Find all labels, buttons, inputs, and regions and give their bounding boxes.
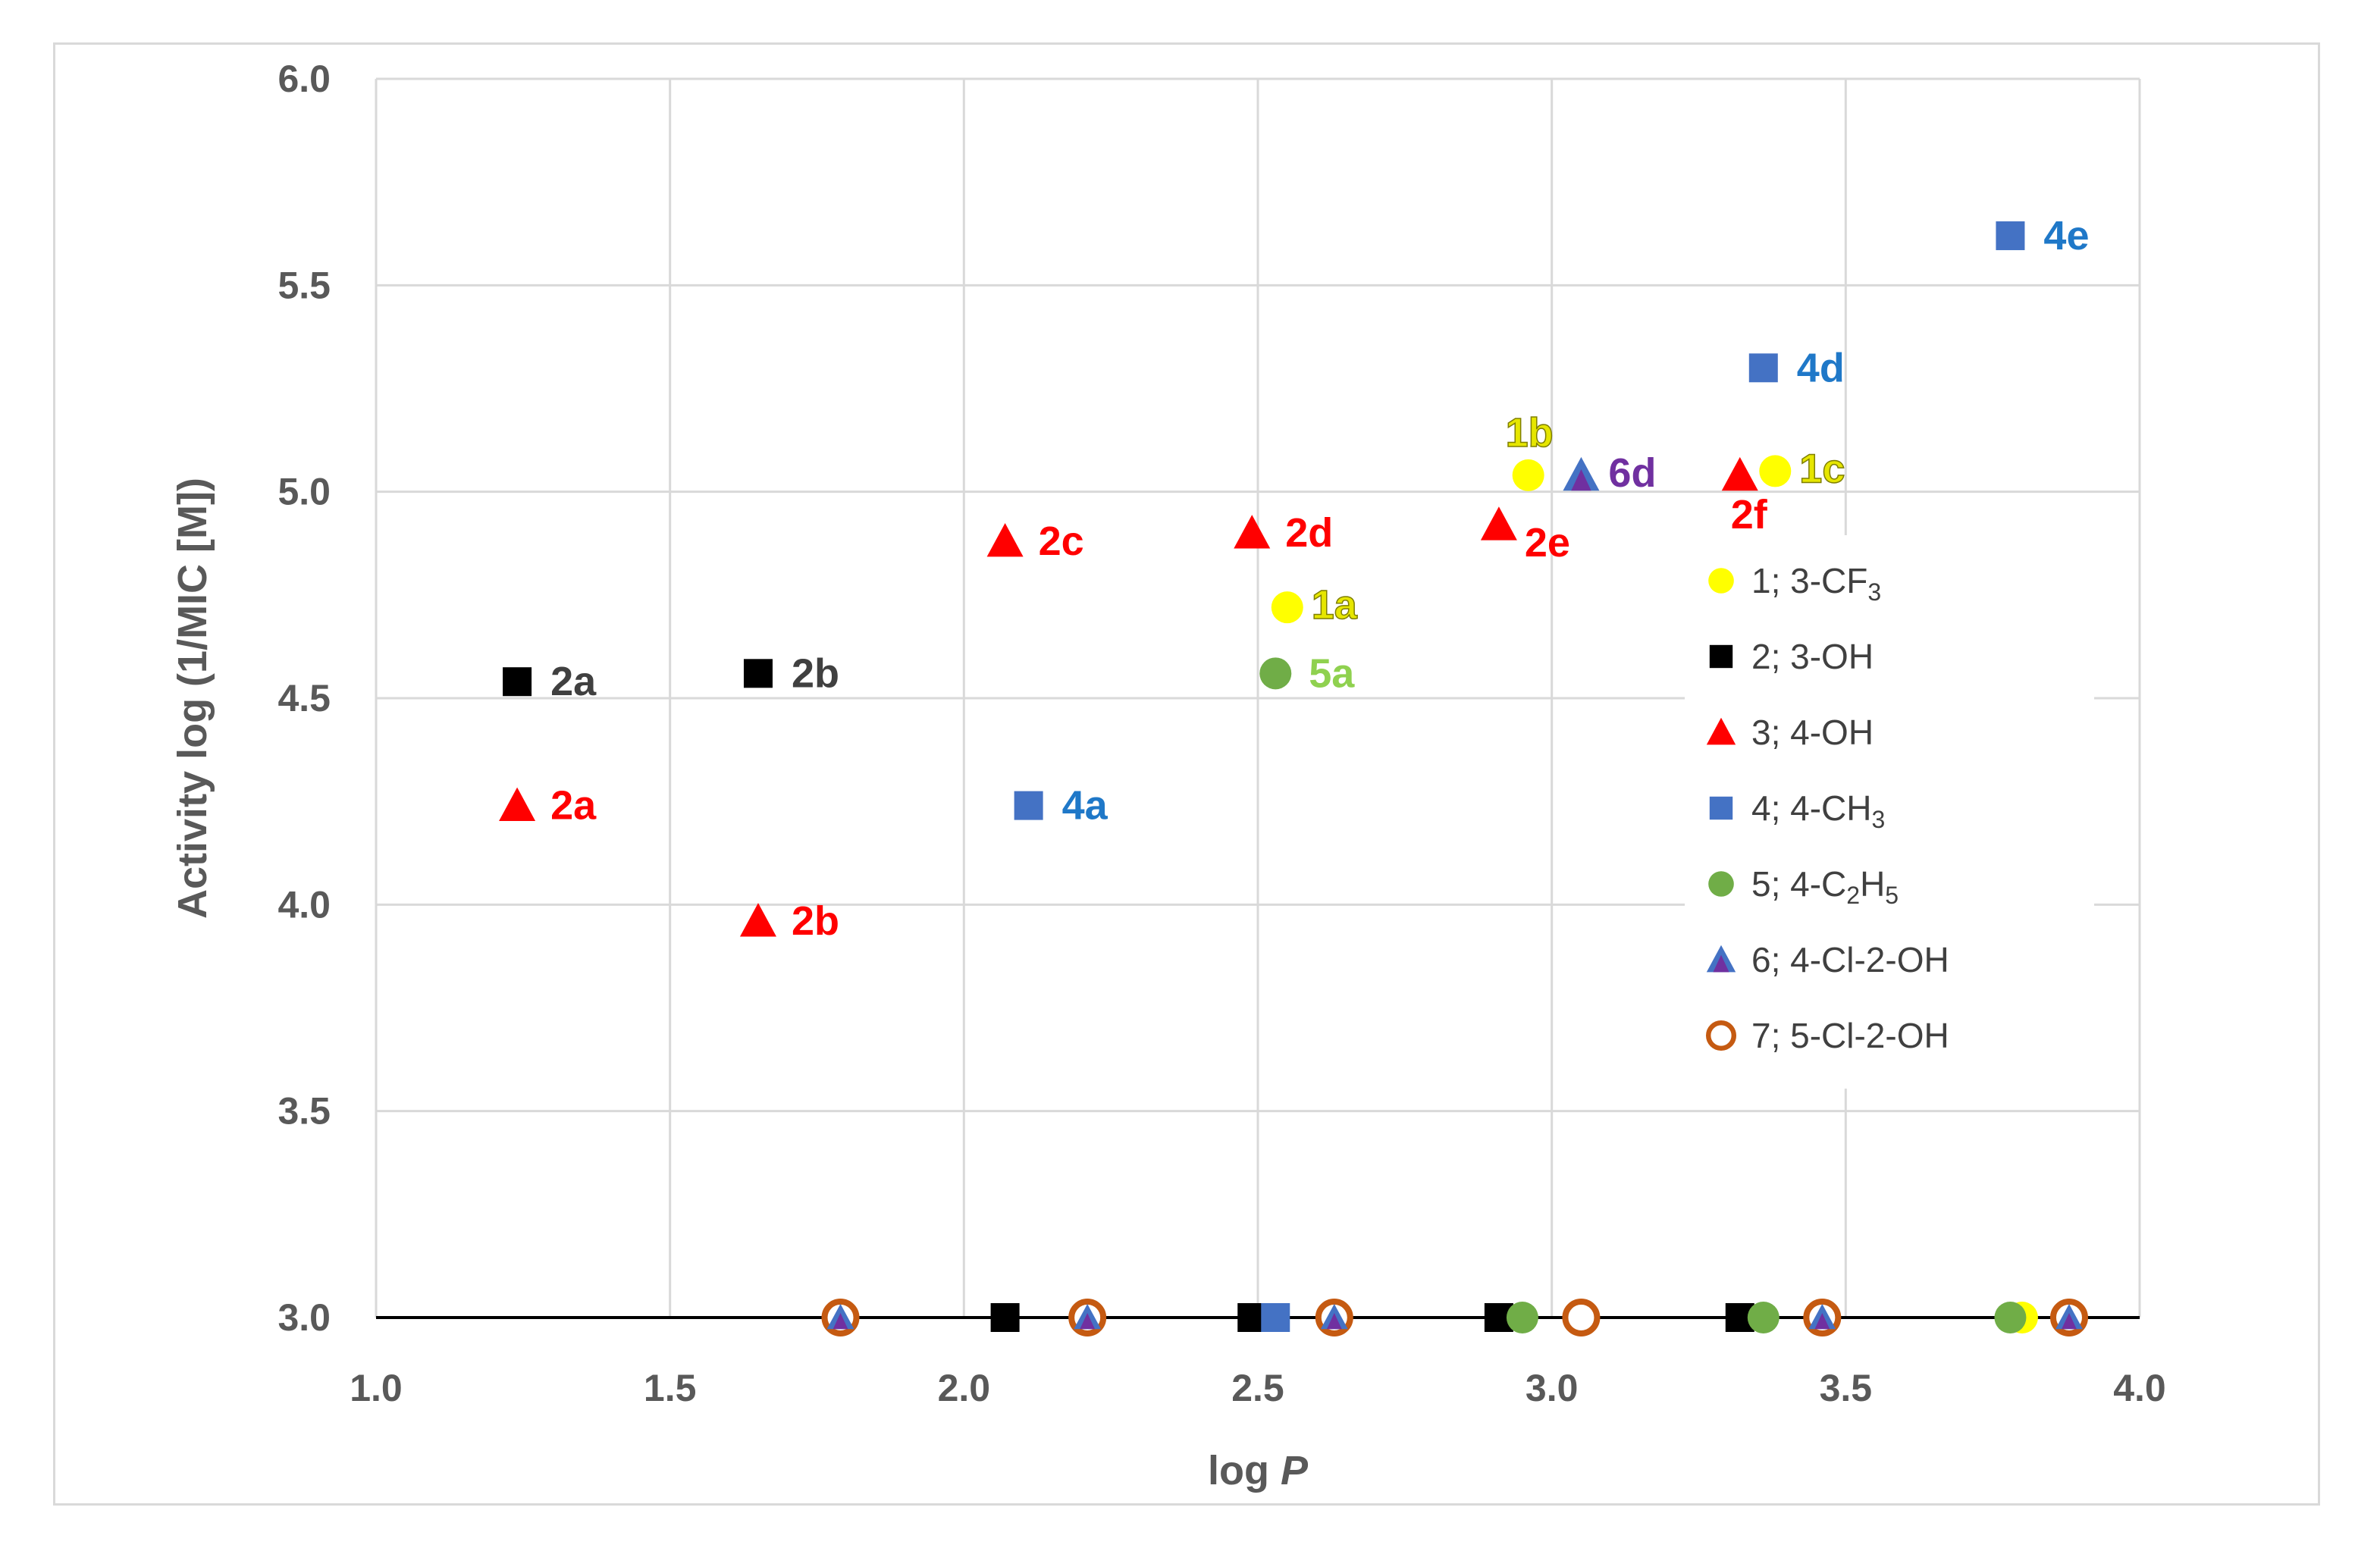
legend-label-2: 2; 3-OH: [1751, 637, 1874, 676]
point-label-5a: 5a: [1309, 650, 1355, 696]
x-tick-label: 1.5: [644, 1367, 697, 1409]
x-tick-label: 3.5: [1820, 1367, 1873, 1409]
series-1-point: [1271, 591, 1303, 624]
series-3-point: [1234, 515, 1271, 549]
legend-marker-3: [1706, 717, 1736, 745]
legend-subscript: 5: [1885, 882, 1899, 909]
series-6-point-inner: [2062, 1313, 2077, 1330]
point-label-2a: 2a: [550, 783, 597, 829]
series-1-point: [1512, 459, 1544, 491]
x-tick-label: 3.0: [1526, 1367, 1579, 1409]
data-points: [499, 221, 2088, 1336]
legend-tail: H: [1860, 864, 1885, 904]
point-label-1c: 1c: [1799, 446, 1845, 491]
y-tick-label: 5.0: [278, 471, 331, 513]
series-2-point: [990, 1303, 1020, 1332]
grid-lines: [375, 77, 2141, 1318]
legend-subscript: 3: [1867, 578, 1881, 606]
series-4-point: [1014, 791, 1043, 820]
legend-marker-4: [1709, 796, 1733, 820]
x-axis-title: log P: [1208, 1448, 1309, 1493]
legend-box: [1685, 535, 2094, 1089]
series-3-point: [1721, 456, 1758, 491]
legend-marker-7: [1705, 1020, 1736, 1051]
legend-label-4: 4; 4-CH3: [1751, 788, 1885, 833]
x-tick-label: 4.0: [2113, 1367, 2166, 1409]
y-tick-label: 5.5: [278, 264, 331, 306]
point-label-2e: 2e: [1525, 520, 1570, 566]
legend-label-7: 7; 5-Cl-2-OH: [1751, 1016, 1949, 1055]
series-6-point-inner: [1571, 468, 1591, 491]
point-label-2c: 2c: [1039, 519, 1084, 564]
legend-marker-1: [1708, 568, 1734, 594]
point-label-2b: 2b: [792, 650, 839, 696]
y-tick-label: 4.5: [278, 677, 331, 719]
legend-marker-5: [1708, 871, 1734, 897]
x-tick-label: 2.0: [938, 1367, 991, 1409]
legend-subscript: 2: [1846, 882, 1860, 909]
series-7-point: [1562, 1299, 1601, 1336]
series-5-point: [1506, 1302, 1538, 1333]
point-label-1a: 1a: [1312, 582, 1358, 628]
series-2-point: [743, 659, 773, 688]
series-6-point-inner: [1326, 1313, 1342, 1330]
legend-label-5: 5; 4-C2H5: [1751, 864, 1899, 909]
series-6-point-inner: [1080, 1313, 1096, 1330]
y-axis-title: Activity log (1/MIC [M]): [170, 478, 215, 919]
series-3-point: [499, 787, 536, 822]
legend-marker-2: [1709, 644, 1733, 669]
legend: 1; 3-CF3 2; 3-OH 3; 4-OH 4; 4-CH3 5; 4-C2H5 6…: [1685, 535, 2094, 1089]
point-label-4a: 4a: [1062, 783, 1108, 829]
point-label-2b: 2b: [792, 898, 839, 944]
point-label-2f: 2f: [1731, 492, 1768, 537]
point-label-1b: 1b: [1506, 410, 1554, 456]
series-4-point: [1996, 221, 2025, 250]
series-1-point: [1759, 455, 1792, 487]
point-label-2d: 2d: [1285, 510, 1333, 556]
point-label-4d: 4d: [1797, 345, 1845, 390]
series-4-point: [1748, 353, 1778, 383]
series-2-point: [503, 667, 532, 697]
y-tick-label: 3.0: [278, 1296, 331, 1339]
series-5-point: [1259, 657, 1292, 690]
series-6-point-inner: [833, 1313, 848, 1330]
y-tick-label: 6.0: [278, 58, 331, 100]
legend-subscript: 3: [1871, 806, 1885, 833]
point-label-6d: 6d: [1608, 450, 1656, 496]
legend-marker-6-inner: [1713, 954, 1729, 973]
y-tick-label: 3.5: [278, 1090, 331, 1133]
point-label-2a: 2a: [550, 659, 597, 704]
series-5-point: [1747, 1302, 1780, 1333]
x-tick-label: 2.5: [1231, 1367, 1284, 1409]
point-label-4e: 4e: [2043, 213, 2089, 259]
x-tick-label: 1.0: [350, 1367, 403, 1409]
series-3-point: [1480, 506, 1517, 541]
series-4-point: [1261, 1303, 1290, 1332]
legend-label-1: 1; 3-CF3: [1751, 561, 1881, 606]
legend-label-3: 3; 4-OH: [1751, 713, 1874, 752]
point-labels: 1a 1b 1c 2a 2b 4a 4d 4e 5a 6d 2a 2b 2c 2d 2e 2f: [550, 213, 2089, 944]
series-6-point-inner: [1814, 1313, 1830, 1330]
legend-label-6: 6; 4-Cl-2-OH: [1751, 940, 1949, 979]
series-3-point: [986, 523, 1024, 557]
series-5-point: [1994, 1302, 2027, 1333]
x-axis-title-italic: P: [1281, 1448, 1309, 1493]
series-3-point: [739, 903, 776, 937]
y-tick-label: 4.0: [278, 883, 331, 926]
